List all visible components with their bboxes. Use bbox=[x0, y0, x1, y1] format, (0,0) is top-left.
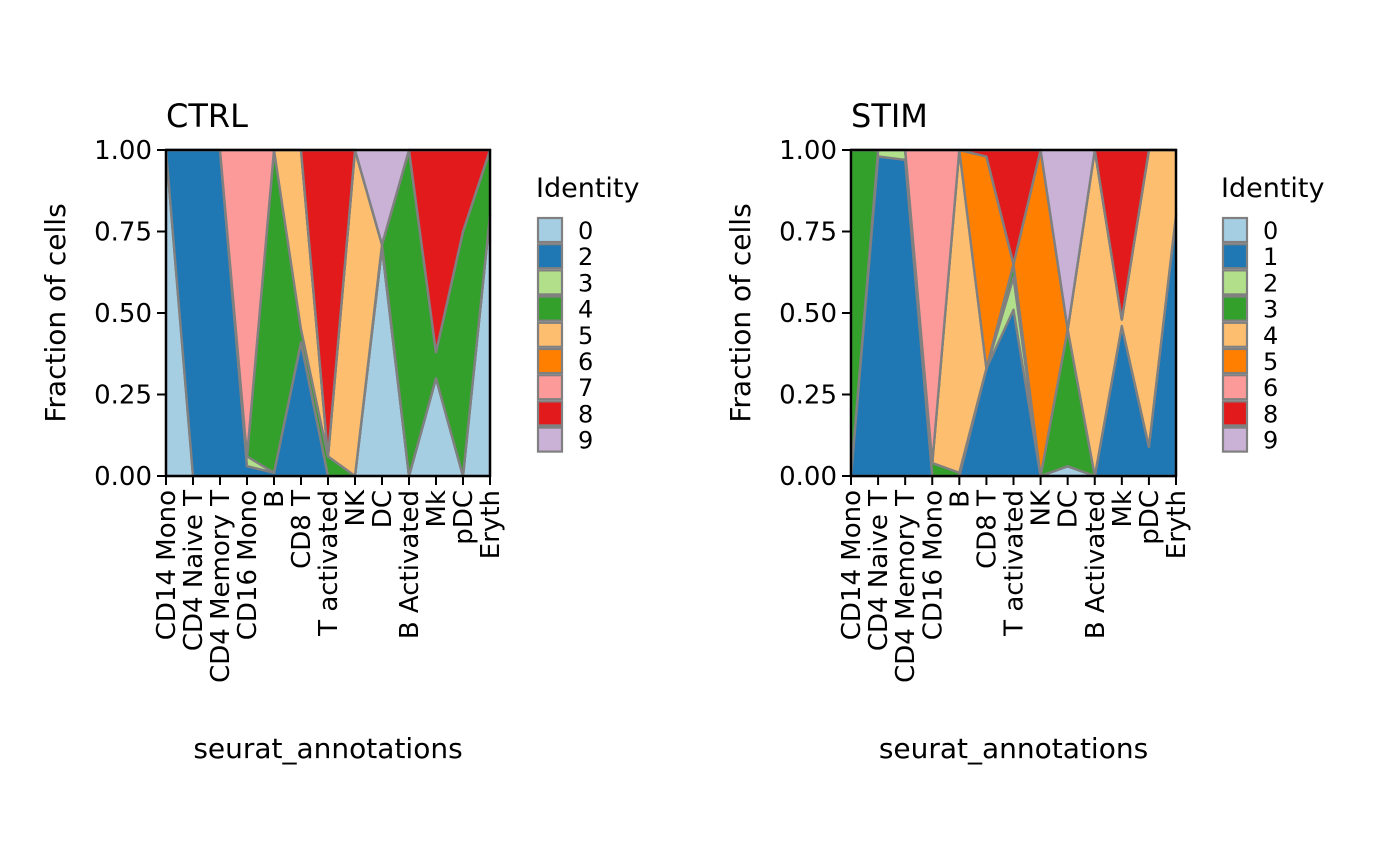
legend-label-6: 6 bbox=[578, 348, 593, 376]
x-tick-label: CD8 T bbox=[287, 490, 317, 569]
y-tick-label: 0.25 bbox=[779, 381, 837, 411]
legend-label-3: 3 bbox=[578, 269, 593, 297]
legend-label-9: 9 bbox=[1263, 427, 1278, 455]
panel-title: STIM bbox=[851, 97, 928, 135]
legend-label-7: 7 bbox=[578, 374, 593, 402]
legend-key-5 bbox=[1221, 347, 1249, 375]
x-tick-label: CD4 Naive T bbox=[179, 490, 209, 651]
x-tick-label: CD16 Mono bbox=[918, 490, 948, 640]
legend-title: Identity bbox=[536, 173, 639, 204]
x-axis-title: seurat_annotations bbox=[879, 732, 1148, 765]
panel-title: CTRL bbox=[166, 97, 248, 135]
legend-key-8 bbox=[536, 400, 564, 427]
legend-key-8 bbox=[1221, 400, 1249, 427]
legend-key-2 bbox=[536, 243, 564, 270]
legend-label-0: 0 bbox=[1263, 217, 1278, 245]
y-tick-label: 0.00 bbox=[94, 462, 152, 492]
y-tick-label: 1.00 bbox=[779, 136, 837, 166]
legend-key-2 bbox=[1221, 269, 1249, 296]
x-tick-label: T activated bbox=[1000, 490, 1030, 637]
y-tick-label: 0.50 bbox=[779, 299, 837, 329]
x-tick-label: DC bbox=[368, 490, 398, 528]
legend-key-3 bbox=[536, 269, 564, 296]
legend-label-1: 1 bbox=[1263, 243, 1278, 271]
x-tick-label: Eryth bbox=[1162, 490, 1192, 559]
x-axis-title: seurat_annotations bbox=[193, 732, 462, 765]
legend-label-5: 5 bbox=[578, 322, 593, 350]
legend-key-7 bbox=[536, 374, 564, 401]
x-tick-label: Eryth bbox=[476, 490, 506, 559]
legend-label-5: 5 bbox=[1263, 348, 1278, 376]
legend-label-8: 8 bbox=[1263, 400, 1278, 428]
x-tick-label: CD4 Memory T bbox=[891, 490, 921, 683]
y-tick-label: 0.75 bbox=[94, 218, 152, 248]
x-tick-label: NK bbox=[341, 489, 371, 526]
legend-title: Identity bbox=[1221, 173, 1324, 204]
legend-key-9 bbox=[1221, 426, 1249, 453]
x-tick-label: CD8 T bbox=[972, 490, 1002, 569]
x-tick-label: pDC bbox=[1135, 490, 1165, 545]
y-tick-label: 0.50 bbox=[94, 299, 152, 329]
legend-label-2: 2 bbox=[1263, 269, 1278, 297]
legend-label-2: 2 bbox=[578, 243, 593, 271]
legend-key-9 bbox=[536, 426, 564, 453]
legend-label-6: 6 bbox=[1263, 374, 1278, 402]
x-tick-label: B Activated bbox=[1081, 490, 1111, 639]
legend-label-4: 4 bbox=[1263, 322, 1278, 350]
x-tick-label: B bbox=[945, 490, 975, 508]
y-tick-label: 0.75 bbox=[779, 218, 837, 248]
legend-key-5 bbox=[536, 321, 564, 348]
x-tick-label: NK bbox=[1027, 489, 1057, 526]
legend-label-4: 4 bbox=[578, 296, 593, 324]
x-tick-label: CD4 Naive T bbox=[864, 490, 894, 651]
x-tick-label: CD14 Mono bbox=[152, 490, 182, 640]
x-tick-label: DC bbox=[1054, 490, 1084, 528]
x-tick-label: B bbox=[260, 490, 290, 508]
legend-key-6 bbox=[1221, 374, 1249, 401]
legend-key-0 bbox=[1221, 216, 1249, 244]
y-tick-label: 1.00 bbox=[94, 136, 152, 166]
x-tick-label: CD16 Mono bbox=[233, 490, 263, 640]
y-tick-label: 0.25 bbox=[94, 381, 152, 411]
legend-key-1 bbox=[1221, 243, 1249, 270]
y-axis-title: Fraction of cells bbox=[724, 203, 757, 422]
legend-key-6 bbox=[536, 347, 564, 375]
x-tick-label: T activated bbox=[314, 490, 344, 637]
x-tick-label: Mk bbox=[1108, 490, 1138, 528]
legend-key-4 bbox=[1221, 321, 1249, 348]
x-tick-label: Mk bbox=[422, 490, 452, 528]
legend-label-3: 3 bbox=[1263, 296, 1278, 324]
x-tick-label: B Activated bbox=[395, 490, 425, 639]
legend-key-4 bbox=[536, 295, 564, 322]
legend-label-0: 0 bbox=[578, 217, 593, 245]
x-tick-label: CD4 Memory T bbox=[206, 490, 236, 683]
x-tick-label: CD14 Mono bbox=[837, 490, 867, 640]
legend-label-9: 9 bbox=[578, 427, 593, 455]
legend-key-0 bbox=[536, 216, 564, 244]
x-tick-label: pDC bbox=[449, 490, 479, 545]
legend-label-8: 8 bbox=[578, 400, 593, 428]
y-tick-label: 0.00 bbox=[779, 462, 837, 492]
legend-key-3 bbox=[1221, 295, 1249, 322]
y-axis-title: Fraction of cells bbox=[39, 203, 72, 422]
